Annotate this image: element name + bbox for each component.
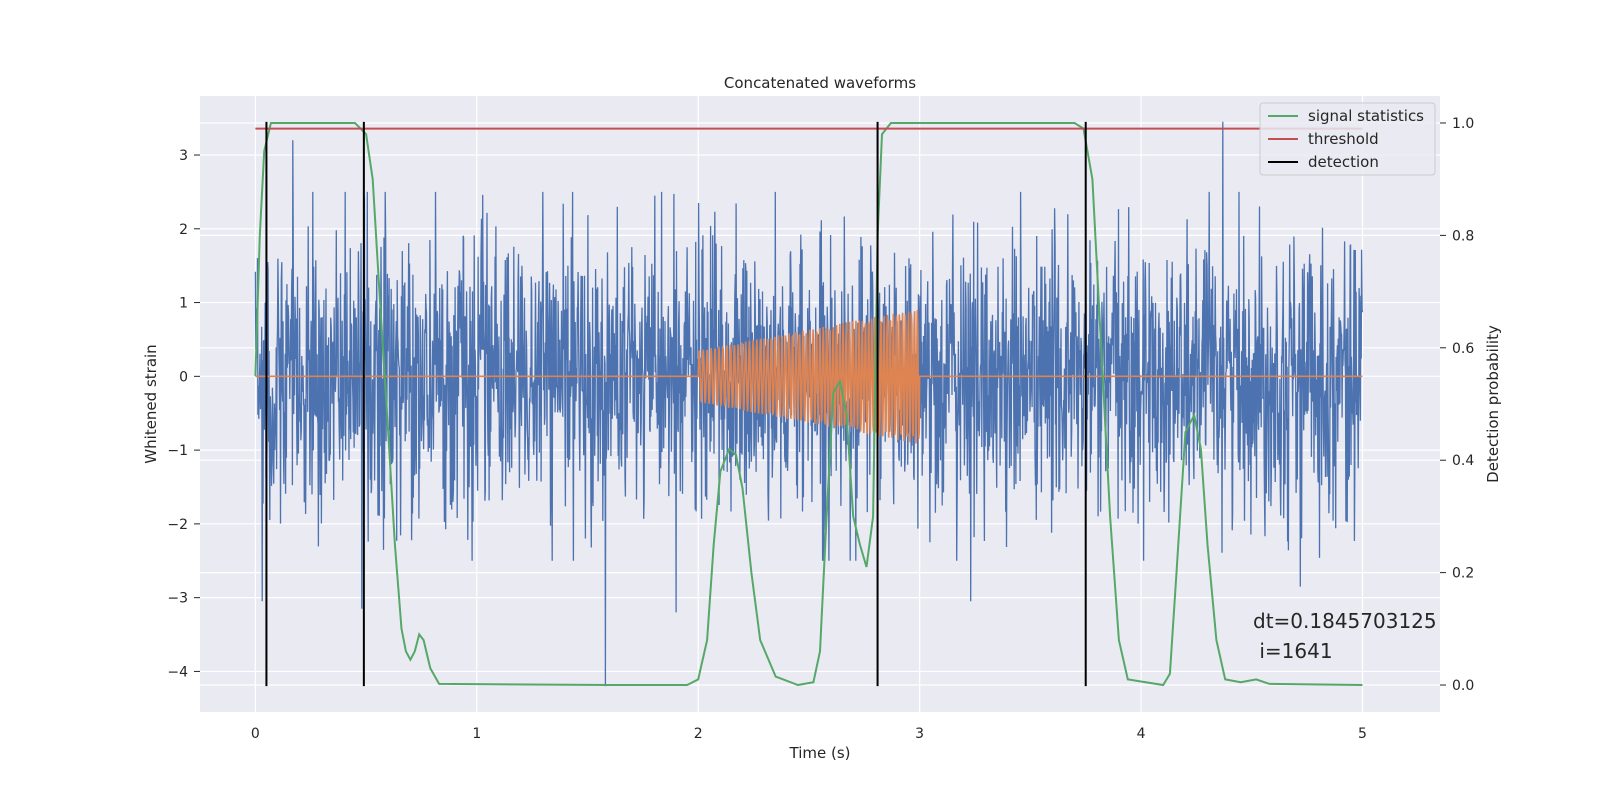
legend-box	[1259, 102, 1436, 176]
y2-tick-label: 0.0	[1452, 678, 1474, 694]
legend-label-signal-statistics: signal statistics	[1308, 107, 1424, 125]
y-tick-label: −1	[167, 443, 188, 459]
x-axis-label: Time (s)	[789, 744, 851, 762]
y-tick-label: 1	[179, 296, 188, 312]
y2-tick-label: 0.8	[1452, 228, 1474, 244]
waveform-line	[255, 310, 1363, 444]
y2-tick-label: 0.6	[1452, 341, 1474, 357]
y-tick-label: −4	[167, 664, 188, 680]
dt-annotation: dt=0.1845703125	[1253, 609, 1437, 633]
legend-label-detection: detection	[1308, 153, 1379, 171]
y2-tick-label: 1.0	[1452, 116, 1474, 132]
signal-statistics-line	[254, 122, 1363, 687]
y2-tick-label: 0.2	[1452, 566, 1474, 582]
x-tick-label: 0	[251, 726, 260, 742]
y2-tick-label: 0.4	[1452, 453, 1474, 469]
x-tick-label: 1	[472, 726, 481, 742]
y-axis-label: Whitened strain	[142, 344, 160, 463]
y-tick-label: −3	[167, 591, 188, 607]
y-tick-label: 2	[179, 222, 188, 238]
x-tick-label: 2	[694, 726, 703, 742]
y2-axis-label: Detection probability	[1484, 325, 1502, 483]
y-tick-label: −2	[167, 517, 188, 533]
legend-label-threshold: threshold	[1308, 130, 1379, 148]
series-layer	[254, 121, 1364, 687]
y-tick-label: 3	[179, 148, 188, 164]
x-tick-label: 4	[1137, 726, 1146, 742]
y-tick-label: 0	[179, 369, 188, 385]
chart-title: Concatenated waveforms	[724, 74, 916, 92]
tick-labels: 0 1 2 3 4 5 −4 −3 −2 −1 0 1 2 3 0.0 0.2 0.4 0.6 0.8 1.0	[167, 116, 1474, 742]
i-annotation: i=1641	[1253, 639, 1333, 663]
legend: signal statistics threshold detection	[1259, 102, 1436, 176]
x-tick-label: 3	[915, 726, 924, 742]
x-tick-label: 5	[1358, 726, 1367, 742]
